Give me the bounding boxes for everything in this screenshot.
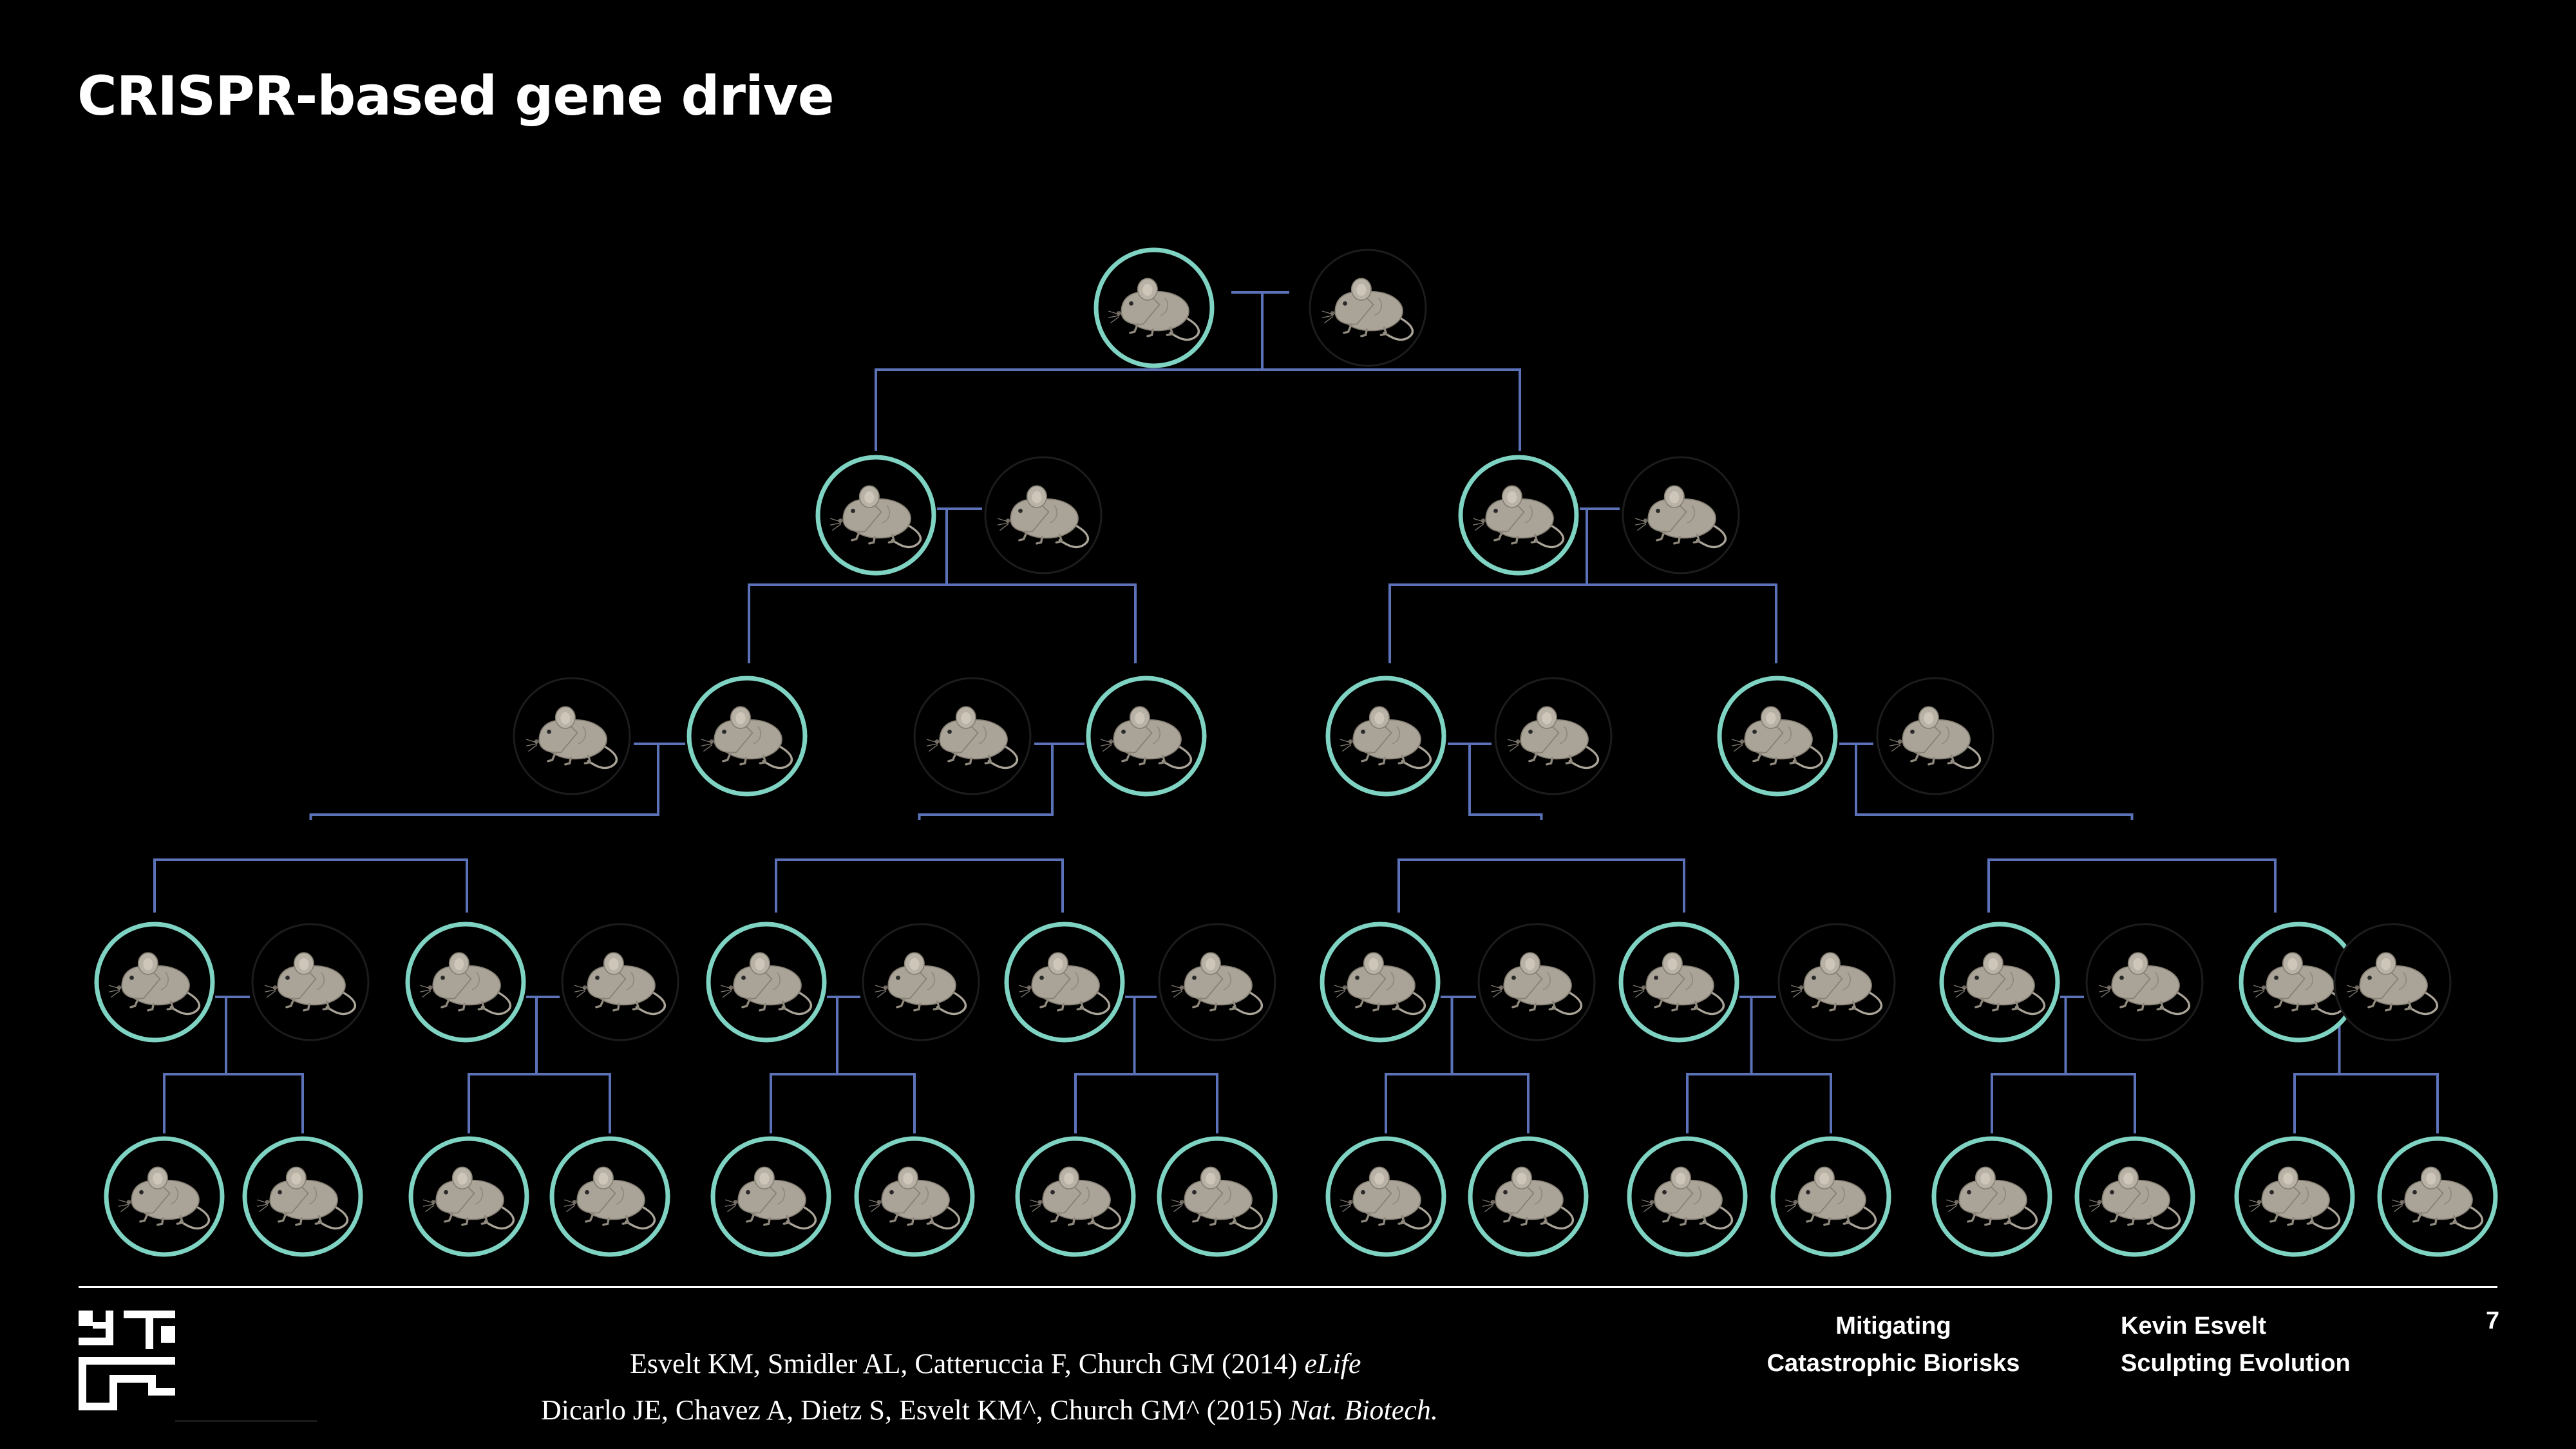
gen4-drive-mouse <box>104 1136 225 1257</box>
logo-underline <box>175 1420 317 1422</box>
gen0-drive-mouse <box>1094 247 1215 368</box>
gen4-drive-mouse <box>1770 1136 1891 1257</box>
citation-2-text: Dicarlo JE, Chavez A, Dietz S, Esvelt KM… <box>541 1394 1289 1426</box>
citation-2-journal: Nat. Biotech. <box>1289 1394 1438 1426</box>
gen1-offspring-bracket <box>1388 583 1777 663</box>
gen3-drive-mouse <box>706 922 827 1043</box>
gen2-descent-line <box>1468 744 1543 820</box>
gen3-offspring-bracket <box>2293 1073 2439 1133</box>
sculpting-evolution-logo <box>79 1311 175 1410</box>
citation-esvelt-2014: Esvelt KM, Smidler AL, Catteruccia F, Ch… <box>630 1347 1361 1380</box>
pedigree-connectors <box>153 291 2439 1133</box>
gen2-offspring-bracket <box>1987 858 2277 913</box>
gen3-drive-mouse <box>1939 922 2060 1043</box>
gen3-offspring-bracket <box>1686 1073 1832 1133</box>
gen3-drive-mouse <box>1618 922 1739 1043</box>
gen2-offspring-bracket <box>775 858 1064 913</box>
gen4-drive-mouse <box>2377 1136 2498 1257</box>
gen1-offspring-bracket <box>748 583 1137 663</box>
gen3-drive-mouse <box>1320 922 1441 1043</box>
gen3-wild-mouse <box>1477 923 1596 1041</box>
gen2-drive-mouse <box>1717 676 1838 797</box>
gen1-wild-mouse <box>984 456 1103 574</box>
gen2-descent-line <box>1855 744 2134 820</box>
gen2-offspring-bracket <box>153 858 468 913</box>
author-block: Kevin Esvelt Sculpting Evolution <box>2121 1307 2351 1382</box>
gen1-drive-mouse <box>815 455 936 576</box>
gen0-offspring-bracket <box>875 368 1521 451</box>
gen3-drive-mouse <box>1004 922 1125 1043</box>
gen3-offspring-bracket <box>1385 1073 1530 1133</box>
citation-1-journal: eLife <box>1304 1348 1361 1379</box>
gen4-drive-mouse <box>1627 1136 1748 1257</box>
gen4-drive-mouse <box>1015 1136 1136 1257</box>
gen3-wild-mouse <box>1777 923 1896 1041</box>
gen4-drive-mouse <box>2234 1136 2355 1257</box>
gen2-descent-line <box>918 744 1054 820</box>
citation-dicarlo-2015: Dicarlo JE, Chavez A, Dietz S, Esvelt KM… <box>541 1394 1438 1426</box>
gen2-drive-mouse <box>1325 676 1446 797</box>
gen1-wild-mouse <box>1622 456 1740 574</box>
gen0-wild-mouse <box>1309 249 1427 367</box>
gen3-offspring-bracket <box>1074 1073 1218 1133</box>
gen4-drive-mouse <box>854 1136 975 1257</box>
gen2-wild-mouse <box>513 677 631 795</box>
gen3-wild-mouse <box>561 923 679 1041</box>
footer-divider <box>79 1286 2497 1288</box>
gen4-drive-mouse <box>1468 1136 1589 1257</box>
gen3-wild-mouse <box>2333 923 2452 1041</box>
slide-title: CRISPR-based gene drive <box>77 64 835 128</box>
gen4-drive-mouse <box>1157 1136 1278 1257</box>
gen3-offspring-bracket <box>1991 1073 2136 1133</box>
gen2-drive-mouse <box>1086 676 1207 797</box>
gen4-drive-mouse <box>408 1136 529 1257</box>
gen3-wild-mouse <box>862 923 980 1041</box>
gen4-drive-mouse <box>2074 1136 2195 1257</box>
pedigree-nodes <box>94 247 2498 1257</box>
gen2-descent-line <box>309 744 659 820</box>
gen3-offspring-bracket <box>163 1073 304 1133</box>
gen4-drive-mouse <box>1931 1136 2052 1257</box>
gen3-wild-mouse <box>251 923 370 1041</box>
gen2-offspring-bracket <box>1397 858 1685 913</box>
page-number: 7 <box>2486 1307 2500 1334</box>
gen3-wild-mouse <box>2085 923 2204 1041</box>
gen2-wild-mouse <box>1494 677 1613 795</box>
talk-title-line-1: Mitigating <box>1835 1312 1951 1340</box>
gen4-drive-mouse <box>710 1136 831 1257</box>
gen2-wild-mouse <box>913 677 1032 795</box>
gen3-wild-mouse <box>1158 923 1276 1041</box>
gen3-drive-mouse <box>405 922 526 1043</box>
citation-1-text: Esvelt KM, Smidler AL, Catteruccia F, Ch… <box>630 1348 1305 1379</box>
gen4-drive-mouse <box>549 1136 670 1257</box>
gen4-drive-mouse <box>242 1136 363 1257</box>
author-name: Kevin Esvelt <box>2121 1312 2266 1340</box>
gen3-offspring-bracket <box>770 1073 916 1133</box>
gen3-offspring-bracket <box>468 1073 611 1133</box>
gen4-drive-mouse <box>1325 1136 1446 1257</box>
talk-title: Mitigating Catastrophic Biorisks <box>1765 1307 2022 1382</box>
gen2-wild-mouse <box>1876 677 1994 795</box>
talk-title-line-2: Catastrophic Biorisks <box>1766 1350 2020 1377</box>
lab-name: Sculpting Evolution <box>2121 1350 2351 1377</box>
gen2-drive-mouse <box>687 676 808 797</box>
gen3-drive-mouse <box>94 922 215 1043</box>
gen1-drive-mouse <box>1458 455 1579 576</box>
